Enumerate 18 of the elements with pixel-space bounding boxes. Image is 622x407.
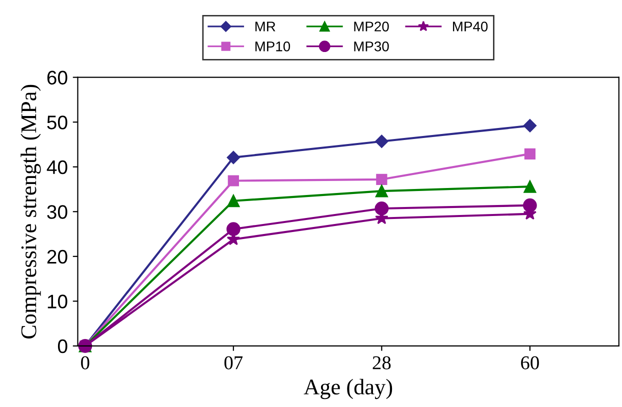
y-tick-label: 30 xyxy=(47,205,68,219)
x-axis-title: Age (day) xyxy=(304,378,392,400)
y-tick-label: 60 xyxy=(47,70,68,85)
y-tick-label: 10 xyxy=(48,294,68,308)
y-axis-title: Compressive strength (MPa) xyxy=(20,84,41,338)
legend-label: MP40 xyxy=(453,22,488,32)
legend-label: MP20 xyxy=(354,22,389,32)
legend-label: MR xyxy=(255,22,276,32)
y-tick-label: 40 xyxy=(46,160,68,174)
y-tick-label: 0 xyxy=(58,339,68,354)
y-tick-label: 20 xyxy=(47,250,68,264)
x-tick-label: 28 xyxy=(372,356,391,370)
x-tick-label: 60 xyxy=(521,356,539,370)
y-tick-label: 50 xyxy=(47,116,68,130)
x-tick-label: 0 xyxy=(81,356,90,370)
x-tick-label: 07 xyxy=(224,356,243,370)
legend-label: MP30 xyxy=(354,42,389,52)
legend-label: MP10 xyxy=(255,42,290,52)
